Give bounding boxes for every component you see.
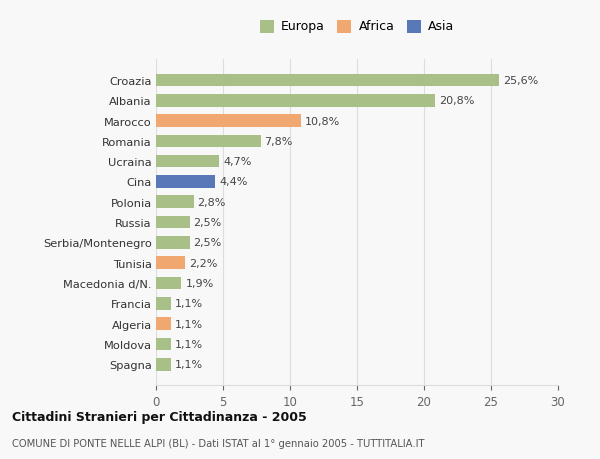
Bar bbox=[156, 74, 499, 87]
Bar bbox=[156, 257, 185, 269]
Bar bbox=[156, 135, 260, 148]
Bar bbox=[156, 358, 171, 371]
Bar bbox=[156, 338, 171, 351]
Text: 2,2%: 2,2% bbox=[190, 258, 218, 268]
Text: 2,5%: 2,5% bbox=[194, 238, 222, 248]
Legend: Europa, Africa, Asia: Europa, Africa, Asia bbox=[260, 20, 454, 33]
Text: 1,1%: 1,1% bbox=[175, 299, 203, 308]
Bar bbox=[156, 95, 435, 107]
Bar bbox=[156, 297, 171, 310]
Bar bbox=[156, 236, 190, 249]
Text: COMUNE DI PONTE NELLE ALPI (BL) - Dati ISTAT al 1° gennaio 2005 - TUTTITALIA.IT: COMUNE DI PONTE NELLE ALPI (BL) - Dati I… bbox=[12, 438, 425, 448]
Text: 7,8%: 7,8% bbox=[265, 137, 293, 146]
Bar bbox=[156, 176, 215, 188]
Text: 1,1%: 1,1% bbox=[175, 359, 203, 369]
Text: 1,1%: 1,1% bbox=[175, 319, 203, 329]
Bar bbox=[156, 156, 219, 168]
Text: 2,8%: 2,8% bbox=[197, 197, 226, 207]
Bar bbox=[156, 216, 190, 229]
Bar bbox=[156, 277, 181, 290]
Text: 10,8%: 10,8% bbox=[305, 116, 340, 126]
Text: 4,7%: 4,7% bbox=[223, 157, 251, 167]
Text: 25,6%: 25,6% bbox=[503, 76, 538, 86]
Bar bbox=[156, 115, 301, 128]
Text: 1,9%: 1,9% bbox=[185, 279, 214, 288]
Bar bbox=[156, 196, 194, 209]
Text: 20,8%: 20,8% bbox=[439, 96, 474, 106]
Text: Cittadini Stranieri per Cittadinanza - 2005: Cittadini Stranieri per Cittadinanza - 2… bbox=[12, 410, 307, 423]
Text: 4,4%: 4,4% bbox=[219, 177, 247, 187]
Bar bbox=[156, 318, 171, 330]
Text: 2,5%: 2,5% bbox=[194, 218, 222, 228]
Text: 1,1%: 1,1% bbox=[175, 339, 203, 349]
